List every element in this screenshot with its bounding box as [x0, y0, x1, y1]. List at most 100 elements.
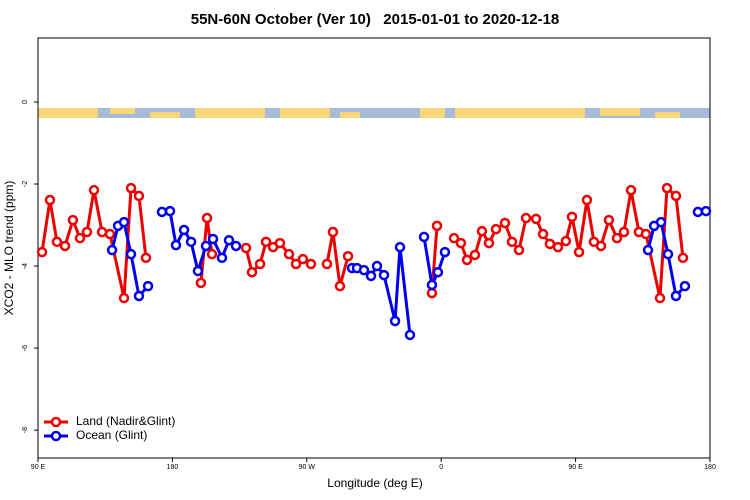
legend-marker [50, 416, 62, 428]
data-point [283, 248, 295, 260]
data-point [490, 223, 502, 235]
y-tick-label: -8 [22, 427, 29, 433]
y-tick-label: -6 [22, 345, 29, 351]
y-axis-label: XCO2 - MLO trend (ppm) [2, 181, 16, 316]
data-point [201, 212, 213, 224]
data-point [274, 237, 286, 249]
legend-label: Ocean (Glint) [76, 428, 147, 442]
data-point [297, 253, 309, 265]
data-point [207, 233, 219, 245]
data-point [192, 265, 204, 277]
data-point [260, 236, 272, 248]
data-point [36, 246, 48, 258]
data-point [642, 244, 654, 256]
data-point [125, 182, 137, 194]
data-point [661, 182, 673, 194]
data-point [476, 225, 488, 237]
data-point [581, 194, 593, 206]
legend: Land (Nadir&Glint)Ocean (Glint) [44, 414, 175, 442]
data-point [662, 248, 674, 260]
data-point [513, 244, 525, 256]
x-tick-label: 180 [167, 464, 179, 471]
data-point [640, 228, 652, 240]
data-point [200, 240, 212, 252]
data-point [499, 217, 511, 229]
chart-title: 55N-60N October (Ver 10) 2015-01-01 to 2… [191, 11, 560, 28]
data-point [431, 220, 443, 232]
data-point [461, 254, 473, 266]
data-point [655, 216, 667, 228]
y-tick-label: 0 [22, 100, 29, 104]
y-tick-label: -4 [22, 263, 29, 269]
data-point [358, 264, 370, 276]
data-point [439, 246, 451, 258]
data-point [342, 250, 354, 262]
data-point [216, 252, 228, 264]
data-point [625, 184, 637, 196]
x-tick-label: 90 W [299, 464, 316, 471]
data-point [530, 213, 542, 225]
x-tick-label: 0 [439, 464, 443, 471]
data-point [142, 280, 154, 292]
plot-frame [37, 37, 711, 459]
data-point [170, 239, 182, 251]
data-point [595, 240, 607, 252]
data-point [321, 258, 333, 270]
data-point [334, 280, 346, 292]
data-point [618, 226, 630, 238]
data-point [552, 241, 564, 253]
x-tick-label: 90 E [568, 464, 583, 471]
data-point [74, 232, 86, 244]
data-point [125, 248, 137, 260]
data-point [254, 258, 266, 270]
data-point [389, 315, 401, 327]
data-point [133, 290, 145, 302]
data-point [448, 232, 460, 244]
data-point [140, 252, 152, 264]
data-point [573, 246, 585, 258]
data-point [371, 260, 383, 272]
data-point [67, 214, 79, 226]
data-point [133, 190, 145, 202]
data-point [88, 184, 100, 196]
data-point [426, 279, 438, 291]
data-point [394, 241, 406, 253]
data-point [290, 258, 302, 270]
data-point [670, 290, 682, 302]
data-point [418, 231, 430, 243]
data-point [365, 270, 377, 282]
data-point [404, 329, 416, 341]
data-point [81, 226, 93, 238]
data-point [566, 211, 578, 223]
data-point [327, 226, 339, 238]
data-point [230, 240, 242, 252]
data-point [59, 240, 71, 252]
data-point [185, 236, 197, 248]
data-point [506, 236, 518, 248]
data-point [305, 258, 317, 270]
data-point [195, 277, 207, 289]
data-point [164, 205, 176, 217]
data-point [178, 224, 190, 236]
data-point [520, 212, 532, 224]
x-tick-label: 90 E [31, 464, 46, 471]
data-point [51, 236, 63, 248]
data-point [670, 190, 682, 202]
data-point [469, 249, 481, 261]
data-point [206, 248, 218, 260]
data-point [378, 269, 390, 281]
data-point [240, 242, 252, 254]
data-point [537, 228, 549, 240]
data-point [106, 244, 118, 256]
data-point [603, 214, 615, 226]
data-point [246, 266, 258, 278]
data-point [118, 216, 130, 228]
data-point [104, 228, 116, 240]
data-point [692, 206, 704, 218]
data-point [223, 234, 235, 246]
x-tick-label: 180 [704, 464, 716, 471]
data-point [432, 266, 444, 278]
data-point [426, 287, 438, 299]
data-point [156, 206, 168, 218]
